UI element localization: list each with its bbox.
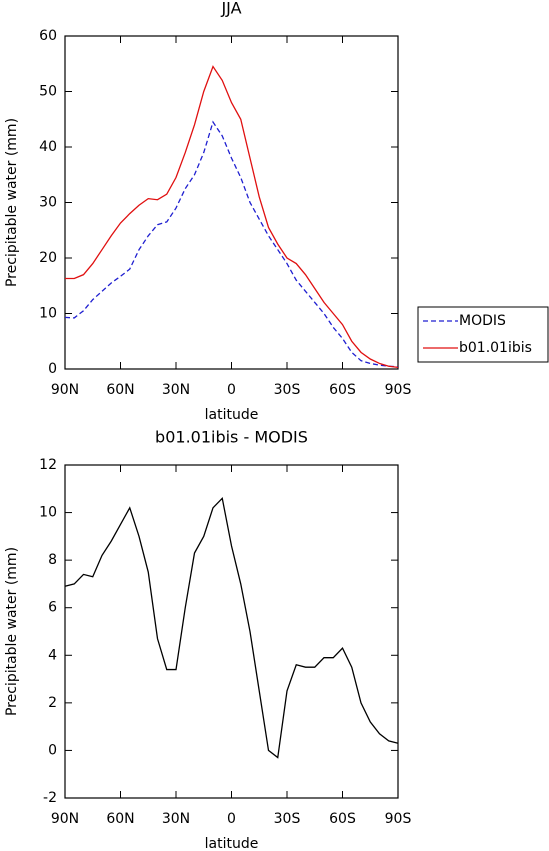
x-tick-label: 90N — [51, 811, 79, 827]
y-tick-label: 10 — [39, 306, 57, 322]
y-tick-label: 2 — [48, 695, 57, 711]
y-tick-label: 20 — [39, 250, 57, 266]
x-tick-label: 90S — [385, 382, 412, 398]
y-tick-label: 10 — [39, 505, 57, 521]
x-tick-label: 0 — [227, 811, 236, 827]
x-axis-label: latitude — [205, 407, 259, 423]
x-tick-label: 90S — [385, 811, 412, 827]
y-tick-label: 40 — [39, 139, 57, 155]
y-tick-label: 6 — [48, 600, 57, 616]
legend-label: MODIS — [459, 313, 506, 329]
x-tick-label: 30S — [274, 811, 301, 827]
data-line — [64, 496, 399, 759]
y-tick-label: 30 — [39, 195, 57, 211]
x-tick-label: 60S — [329, 811, 356, 827]
x-tick-label: 60N — [106, 382, 134, 398]
y-tick-label: 60 — [39, 28, 57, 44]
y-tick-label: 4 — [48, 647, 57, 663]
x-tick-label: 30N — [162, 811, 190, 827]
chart-title: JJA — [220, 0, 241, 18]
y-tick-label: 8 — [48, 552, 57, 568]
y-axis-label: Precipitable water (mm) — [4, 118, 20, 287]
x-tick-label: 0 — [227, 382, 236, 398]
y-tick-label: -2 — [43, 790, 57, 806]
data-line — [65, 65, 399, 368]
x-tick-label: 90N — [51, 382, 79, 398]
y-tick-label: 0 — [48, 361, 57, 377]
y-axis-label: Precipitable water (mm) — [4, 547, 20, 716]
y-tick-label: 50 — [39, 84, 57, 100]
legend-label: b01.01ibis — [459, 340, 532, 356]
x-tick-label: 30N — [162, 382, 190, 398]
chart-title: b01.01ibis - MODIS — [155, 428, 308, 447]
data-line — [64, 120, 399, 368]
plot-frame — [64, 35, 399, 370]
y-tick-label: 12 — [39, 457, 57, 473]
x-tick-label: 30S — [274, 382, 301, 398]
plot-frame — [64, 464, 399, 799]
legend-box — [417, 306, 549, 363]
y-tick-label: 0 — [48, 742, 57, 758]
x-tick-label: 60N — [106, 811, 134, 827]
x-axis-label: latitude — [205, 836, 259, 851]
x-tick-label: 60S — [329, 382, 356, 398]
